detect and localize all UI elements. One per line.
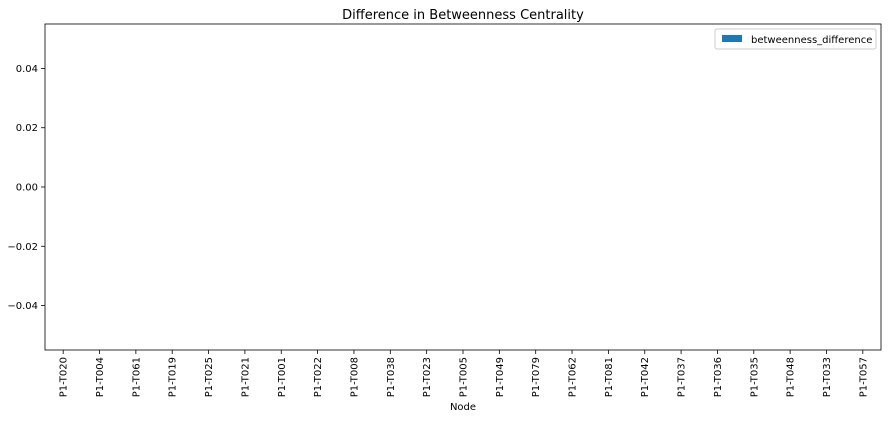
x-tick-label: P1-T037 xyxy=(677,357,688,397)
x-tick-label: P1-T049 xyxy=(495,357,506,397)
x-tick-label: P1-T048 xyxy=(786,357,797,397)
legend: betweenness_difference xyxy=(714,28,877,50)
y-axis: 0.04 0.02 0.00 −0.02 −0.04 xyxy=(7,64,45,312)
y-tick-label: −0.04 xyxy=(7,301,38,312)
x-tick-label: P1-T005 xyxy=(459,357,470,397)
x-tick-label: P1-T081 xyxy=(604,357,615,397)
x-tick-label: P1-T004 xyxy=(95,357,106,397)
y-tick-label: 0.04 xyxy=(16,64,38,75)
legend-swatch xyxy=(722,35,742,42)
x-tick-label: P1-T062 xyxy=(568,357,579,397)
x-tick-label: P1-T021 xyxy=(240,357,251,397)
x-tick-label: P1-T023 xyxy=(422,357,433,397)
chart-title: Difference in Betweenness Centrality xyxy=(342,8,584,23)
plot-area-frame xyxy=(44,23,882,351)
x-tick-label: P1-T035 xyxy=(749,357,760,397)
x-tick-label: P1-T036 xyxy=(713,357,724,397)
y-tick-label: −0.02 xyxy=(7,242,38,253)
x-tick-label: P1-T079 xyxy=(531,357,542,397)
x-tick-label: P1-T038 xyxy=(386,357,397,397)
x-tick-label: P1-T008 xyxy=(349,357,360,397)
x-tick-label: P1-T022 xyxy=(313,357,324,397)
x-tick-label: P1-T061 xyxy=(131,357,142,397)
x-tick-label: P1-T019 xyxy=(168,357,179,397)
legend-label: betweenness_difference xyxy=(751,35,872,46)
x-tick-label: P1-T057 xyxy=(858,357,869,397)
x-tick-label: P1-T020 xyxy=(59,357,70,397)
legend-frame xyxy=(714,28,877,50)
x-axis: P1-T020 P1-T004 P1-T061 P1-T019 P1-T025 P1-T0… xyxy=(59,350,869,397)
x-tick-label: P1-T025 xyxy=(204,357,215,397)
y-tick-label: 0.00 xyxy=(16,183,38,194)
x-tick-label: P1-T033 xyxy=(822,357,833,397)
y-tick-label: 0.02 xyxy=(16,123,38,134)
x-tick-label: P1-T042 xyxy=(640,357,651,397)
x-tick-label: P1-T001 xyxy=(277,357,288,397)
x-axis-label: Node xyxy=(450,402,476,413)
